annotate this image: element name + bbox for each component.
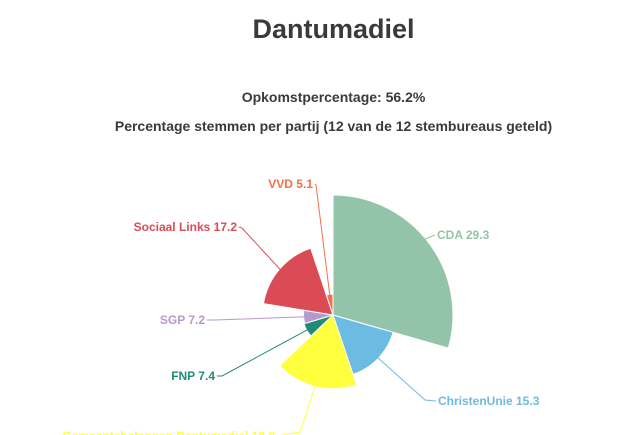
- connector-sociaal-links: [238, 226, 283, 272]
- slice-cda[interactable]: [332, 194, 454, 349]
- connector-christenunie: [375, 355, 437, 402]
- connector-vvd: [314, 183, 331, 296]
- connector-fnp: [217, 329, 309, 377]
- label-sociaal-links: Sociaal Links 17.2: [134, 220, 238, 234]
- label-christenunie: ChristenUnie 15.3: [438, 394, 540, 408]
- turnout-subtitle: Opkomstpercentage: 56.2%: [241, 89, 426, 105]
- label-vvd: VVD 5.1: [268, 177, 313, 191]
- vote-share-subtitle: Percentage stemmen per partij (12 van de…: [114, 118, 553, 134]
- label-sgp: SGP 7.2: [160, 313, 205, 327]
- label-fnp: FNP 7.4: [171, 369, 215, 383]
- connector-cda: [423, 234, 436, 247]
- connector-gemeentebelangen-dantumadiel: [279, 382, 317, 435]
- slice-sociaal-links[interactable]: [262, 247, 334, 316]
- label-gemeentebelangen-dantumadiel: Gemeentebelangen Dantumadiel 18.0: [62, 429, 275, 435]
- label-cda: CDA 29.3: [437, 228, 490, 242]
- connector-sgp: [207, 316, 306, 321]
- chart-title: Dantumadiel: [252, 14, 415, 44]
